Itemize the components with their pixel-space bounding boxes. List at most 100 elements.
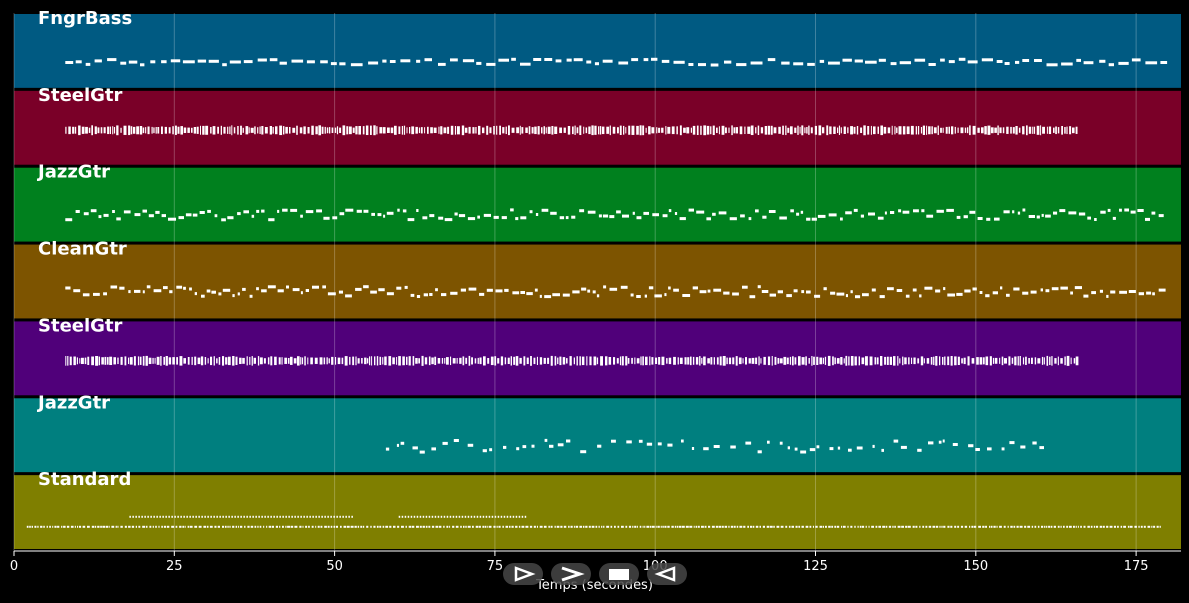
note	[1046, 63, 1058, 67]
note	[521, 127, 524, 134]
note	[543, 126, 545, 135]
note	[770, 525, 773, 528]
note	[739, 525, 743, 528]
note	[363, 209, 369, 213]
note	[193, 127, 197, 134]
note	[57, 525, 60, 528]
note	[739, 126, 743, 135]
note	[290, 525, 294, 528]
note	[912, 525, 915, 528]
note	[112, 210, 115, 213]
note	[999, 357, 1001, 364]
note	[267, 357, 270, 365]
note	[550, 525, 553, 528]
note	[586, 356, 588, 366]
note	[350, 63, 363, 67]
note	[171, 525, 175, 528]
note	[404, 285, 408, 289]
note	[712, 125, 715, 136]
note	[815, 525, 818, 528]
note	[1002, 127, 1005, 134]
note	[699, 356, 701, 366]
note	[1072, 127, 1075, 134]
note	[472, 127, 475, 134]
note	[1057, 127, 1060, 134]
note	[907, 525, 911, 528]
note	[757, 125, 760, 136]
track-lane	[14, 167, 1181, 242]
note	[416, 209, 419, 212]
note	[979, 357, 983, 365]
note	[321, 126, 324, 134]
note	[139, 126, 143, 135]
note	[1018, 127, 1021, 133]
note	[963, 357, 966, 365]
note	[124, 525, 127, 528]
note	[1022, 59, 1030, 62]
note	[860, 127, 863, 134]
note	[862, 293, 869, 297]
note	[1117, 525, 1119, 528]
note	[322, 285, 326, 289]
note	[346, 126, 349, 135]
note	[54, 525, 57, 528]
note	[175, 125, 177, 135]
note	[305, 525, 308, 528]
note	[832, 356, 834, 366]
note	[518, 525, 521, 528]
note	[611, 439, 616, 443]
note	[312, 285, 319, 289]
note	[773, 525, 775, 528]
note	[856, 126, 859, 135]
note	[435, 525, 438, 528]
note	[1093, 525, 1096, 528]
note	[619, 125, 622, 136]
note	[489, 127, 492, 134]
note	[336, 126, 339, 135]
note	[306, 60, 315, 64]
note	[365, 125, 369, 136]
forward-button[interactable]	[551, 563, 591, 585]
note	[960, 525, 964, 528]
note	[580, 450, 587, 454]
note	[418, 127, 421, 134]
note	[1120, 525, 1123, 528]
note	[779, 358, 783, 364]
note	[1053, 127, 1055, 133]
note	[935, 525, 939, 528]
note	[805, 525, 809, 528]
note	[621, 356, 624, 366]
note	[755, 525, 759, 528]
note	[485, 515, 488, 518]
note	[1069, 126, 1072, 135]
note	[29, 525, 31, 528]
note	[989, 525, 991, 528]
note	[767, 58, 776, 62]
stop-button[interactable]	[599, 563, 639, 585]
note	[145, 355, 148, 366]
note	[730, 445, 736, 449]
note	[657, 525, 660, 528]
note	[967, 356, 970, 366]
note	[291, 59, 304, 63]
note	[774, 356, 777, 365]
note	[682, 525, 685, 528]
note	[1004, 62, 1010, 65]
note	[556, 525, 560, 528]
play-button[interactable]	[503, 563, 543, 585]
note	[657, 442, 662, 446]
note	[848, 448, 852, 452]
note	[661, 127, 664, 133]
note	[598, 126, 600, 135]
note	[224, 525, 227, 528]
note	[510, 356, 512, 366]
note	[703, 125, 707, 136]
note	[1037, 525, 1040, 528]
note	[259, 357, 263, 365]
note	[1024, 525, 1027, 528]
note	[908, 357, 910, 365]
note	[81, 126, 85, 134]
note	[512, 291, 520, 295]
note	[358, 126, 361, 135]
rewind-button[interactable]	[647, 563, 687, 585]
